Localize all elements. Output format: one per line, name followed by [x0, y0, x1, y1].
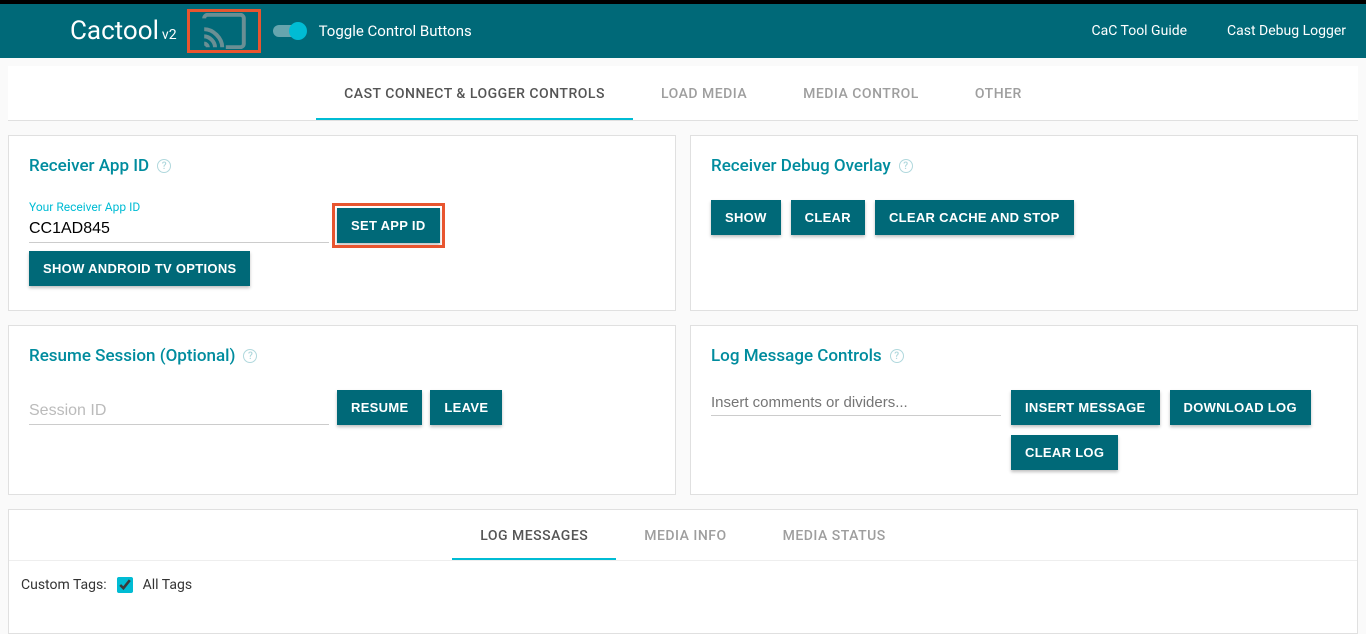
card-log-message-controls: Log Message Controls ? INSERT MESSAGE DO… [690, 325, 1358, 495]
card-title-text: Receiver Debug Overlay [711, 156, 891, 176]
field-receiver-app-id: Your Receiver App ID [29, 200, 329, 243]
tab-media-status[interactable]: MEDIA STATUS [755, 510, 914, 560]
help-icon[interactable]: ? [890, 349, 904, 363]
clear-log-button[interactable]: CLEAR LOG [1011, 435, 1118, 470]
checkbox-all-tags[interactable] [117, 577, 133, 593]
logo-main-text: Cactool [70, 16, 159, 46]
input-log-comment[interactable] [711, 390, 1001, 416]
card-receiver-debug-overlay: Receiver Debug Overlay ? SHOW CLEAR CLEA… [690, 135, 1358, 311]
toggle-label: Toggle Control Buttons [319, 22, 472, 40]
input-session-id[interactable] [29, 398, 329, 425]
card-title-resume-session: Resume Session (Optional) ? [29, 346, 655, 366]
all-tags-label: All Tags [143, 577, 192, 593]
card-title-text: Resume Session (Optional) [29, 346, 235, 366]
tab-load-media[interactable]: LOAD MEDIA [633, 66, 775, 120]
main-tabs: CAST CONNECT & LOGGER CONTROLS LOAD MEDI… [8, 66, 1358, 121]
link-cast-debug-logger[interactable]: Cast Debug Logger [1227, 23, 1346, 39]
cards-grid: Receiver App ID ? Your Receiver App ID S… [8, 135, 1358, 495]
input-receiver-app-id[interactable] [29, 216, 329, 243]
custom-tags-label: Custom Tags: [21, 577, 107, 593]
link-cac-tool-guide[interactable]: CaC Tool Guide [1092, 23, 1188, 39]
leave-button[interactable]: LEAVE [430, 390, 502, 425]
card-title-log-controls: Log Message Controls ? [711, 346, 1337, 366]
field-session-id [29, 398, 329, 425]
card-title-text: Receiver App ID [29, 156, 149, 176]
cast-icon[interactable] [200, 13, 248, 49]
card-title-receiver-app-id: Receiver App ID ? [29, 156, 655, 176]
clear-cache-stop-button[interactable]: CLEAR CACHE AND STOP [875, 200, 1074, 235]
card-title-text: Log Message Controls [711, 346, 882, 366]
card-receiver-app-id: Receiver App ID ? Your Receiver App ID S… [8, 135, 676, 311]
tab-other[interactable]: OTHER [947, 66, 1050, 120]
help-icon[interactable]: ? [899, 159, 913, 173]
log-panel: LOG MESSAGES MEDIA INFO MEDIA STATUS Cus… [8, 509, 1358, 634]
toggle-knob [289, 22, 307, 40]
tab-media-info[interactable]: MEDIA INFO [616, 510, 754, 560]
clear-overlay-button[interactable]: CLEAR [791, 200, 865, 235]
set-app-id-button[interactable]: SET APP ID [337, 208, 440, 243]
insert-message-button[interactable]: INSERT MESSAGE [1011, 390, 1160, 425]
help-icon[interactable]: ? [243, 349, 257, 363]
help-icon[interactable]: ? [157, 159, 171, 173]
resume-button[interactable]: RESUME [337, 390, 422, 425]
custom-tags-row: Custom Tags: All Tags [9, 561, 1357, 593]
toggle-track [273, 25, 301, 37]
main-content: CAST CONNECT & LOGGER CONTROLS LOAD MEDI… [0, 66, 1366, 634]
card-resume-session: Resume Session (Optional) ? RESUME LEAVE [8, 325, 676, 495]
tab-media-control[interactable]: MEDIA CONTROL [775, 66, 947, 120]
download-log-button[interactable]: DOWNLOAD LOG [1170, 390, 1311, 425]
card-title-debug-overlay: Receiver Debug Overlay ? [711, 156, 1337, 176]
log-tabs: LOG MESSAGES MEDIA INFO MEDIA STATUS [9, 510, 1357, 561]
tab-log-messages[interactable]: LOG MESSAGES [452, 510, 616, 560]
app-header: Cactool v2 Toggle Control Buttons CaC To… [0, 4, 1366, 58]
show-android-tv-options-button[interactable]: SHOW ANDROID TV OPTIONS [29, 251, 250, 286]
toggle-control-buttons[interactable]: Toggle Control Buttons [273, 22, 472, 40]
app-logo: Cactool v2 [70, 16, 177, 46]
cast-icon-highlight-box [187, 9, 261, 53]
logo-sub-text: v2 [162, 27, 177, 43]
field-label: Your Receiver App ID [29, 200, 329, 214]
tab-cast-connect-logger[interactable]: CAST CONNECT & LOGGER CONTROLS [316, 66, 633, 120]
show-overlay-button[interactable]: SHOW [711, 200, 781, 235]
